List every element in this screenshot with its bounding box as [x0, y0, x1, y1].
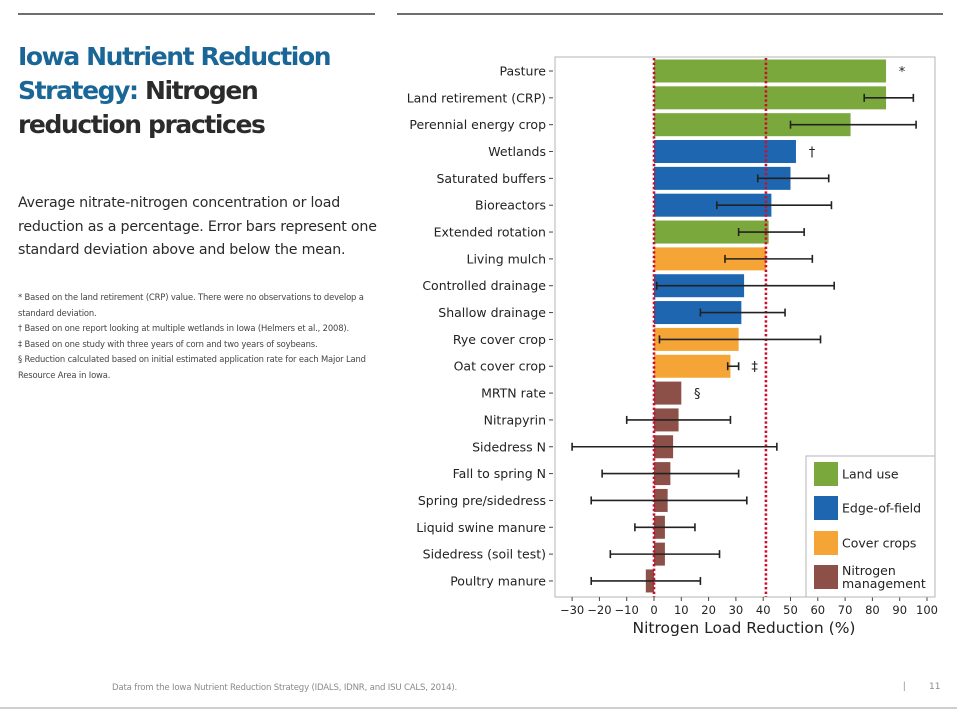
footer-rule — [0, 707, 957, 709]
x-tick-label: 50 — [783, 603, 798, 617]
legend-swatch — [814, 462, 838, 486]
bar-annotation: § — [694, 387, 701, 402]
slide-title: Iowa Nutrient Reduction Strategy: Nitrog… — [18, 40, 378, 142]
error-bar — [789, 120, 917, 129]
category-label: Wetlands — [488, 144, 546, 159]
bar — [654, 220, 769, 244]
x-tick-label: 30 — [729, 603, 744, 617]
error-bar — [756, 174, 830, 183]
error-bar — [715, 201, 833, 210]
bar-annotation: ‡ — [751, 360, 758, 375]
legend-label: Cover crops — [842, 536, 916, 551]
category-label: Nitrapyrin — [484, 412, 546, 427]
legend-swatch — [814, 531, 838, 555]
error-bar — [571, 442, 778, 451]
error-bar — [609, 550, 721, 559]
bar — [654, 86, 887, 110]
bar — [654, 193, 772, 217]
legend-swatch — [814, 565, 838, 589]
category-label: Spring pre/sidedress — [418, 493, 546, 508]
x-tick-label: −30 — [560, 603, 584, 617]
bar — [654, 354, 731, 378]
legend-swatch — [814, 496, 838, 520]
category-label: Liquid swine manure — [416, 520, 546, 535]
legend-label: Edge-of-field — [842, 501, 921, 516]
category-label: Perennial energy crop — [409, 117, 546, 132]
x-tick-label: 40 — [756, 603, 771, 617]
category-label: Oat cover crop — [454, 359, 546, 374]
category-labels: Pasture Land retirement (CRP) Perennial en… — [407, 64, 553, 588]
bar — [654, 140, 796, 164]
x-axis-label: Nitrogen Load Reduction (%) — [633, 619, 856, 637]
error-bar — [737, 228, 805, 237]
error-bar — [863, 93, 915, 102]
footer-separator: | — [903, 681, 906, 692]
x-axis-ticks: −30 −20 −10 0 10 20 30 40 50 60 70 80 90 100 — [560, 597, 938, 617]
legend-label: Land use — [842, 467, 899, 482]
bar-annotation: * — [899, 65, 906, 80]
category-label: Shallow drainage — [438, 305, 546, 320]
slide-description: Average nitrate-nitrogen concentration o… — [18, 195, 377, 258]
footnote-dagger: † Based on one report looking at multipl… — [18, 323, 350, 334]
category-label: Rye cover crop — [453, 332, 546, 347]
x-tick-label: 10 — [674, 603, 689, 617]
legend-label: Nitrogen management — [842, 563, 926, 591]
page-number: 11 — [929, 682, 941, 692]
x-tick-label: 70 — [838, 603, 853, 617]
x-tick-label: 60 — [810, 603, 825, 617]
category-label: Land retirement (CRP) — [407, 90, 546, 105]
footer-source: Data from the Iowa Nutrient Reduction St… — [112, 683, 458, 693]
category-label: Sidedress (soil test) — [423, 547, 546, 562]
category-label: MRTN rate — [481, 386, 546, 401]
error-bar — [590, 496, 748, 505]
bar — [654, 247, 766, 271]
category-label: Extended rotation — [434, 225, 546, 240]
bar-annotation: † — [809, 146, 816, 161]
legend: Land use Edge-of-field Cover crops Nitrogen… — [805, 455, 936, 598]
bar — [654, 301, 742, 325]
x-tick-label: −10 — [615, 603, 639, 617]
error-bar — [699, 308, 786, 317]
footnote-section: § Reduction calculated based on initial … — [18, 354, 366, 380]
error-bars: * † ‡ § — [571, 65, 917, 585]
x-tick-label: 80 — [865, 603, 880, 617]
slide-title-blue: Iowa Nutrient Reduction Strategy: — [18, 42, 332, 105]
category-label: Fall to spring N — [453, 466, 546, 481]
x-tick-label: 20 — [701, 603, 716, 617]
error-bar — [724, 254, 814, 263]
error-bar — [590, 576, 702, 585]
category-label: Sidedress N — [472, 439, 546, 454]
bar — [654, 166, 791, 190]
header-rule-right — [397, 13, 943, 15]
category-label: Poultry manure — [450, 573, 546, 588]
category-label: Pasture — [499, 64, 546, 79]
footnote-double-dagger: ‡ Based on one study with three years of… — [18, 338, 318, 349]
x-tick-label: 100 — [916, 603, 938, 617]
category-label: Bioreactors — [475, 198, 546, 213]
error-bar — [658, 335, 822, 344]
footnote-asterisk: * Based on the land retirement (CRP) val… — [18, 292, 364, 318]
header-rule-left — [18, 13, 375, 15]
error-bar — [655, 281, 835, 290]
category-label: Saturated buffers — [436, 171, 546, 186]
bar — [654, 113, 851, 137]
bar — [654, 381, 682, 405]
x-tick-label: −20 — [587, 603, 611, 617]
error-bar — [634, 523, 696, 532]
error-bar — [601, 469, 740, 478]
x-tick-label: 90 — [892, 603, 907, 617]
slide-title-dark: Nitrogen reduction practices — [18, 76, 266, 139]
footnotes: * Based on the land retirement (CRP) val… — [18, 290, 378, 384]
category-label: Controlled drainage — [422, 278, 546, 293]
bar — [654, 59, 887, 83]
error-bar — [625, 415, 732, 424]
error-bar — [726, 362, 740, 371]
x-tick-label: 0 — [650, 603, 657, 617]
category-label: Living mulch — [466, 251, 546, 266]
